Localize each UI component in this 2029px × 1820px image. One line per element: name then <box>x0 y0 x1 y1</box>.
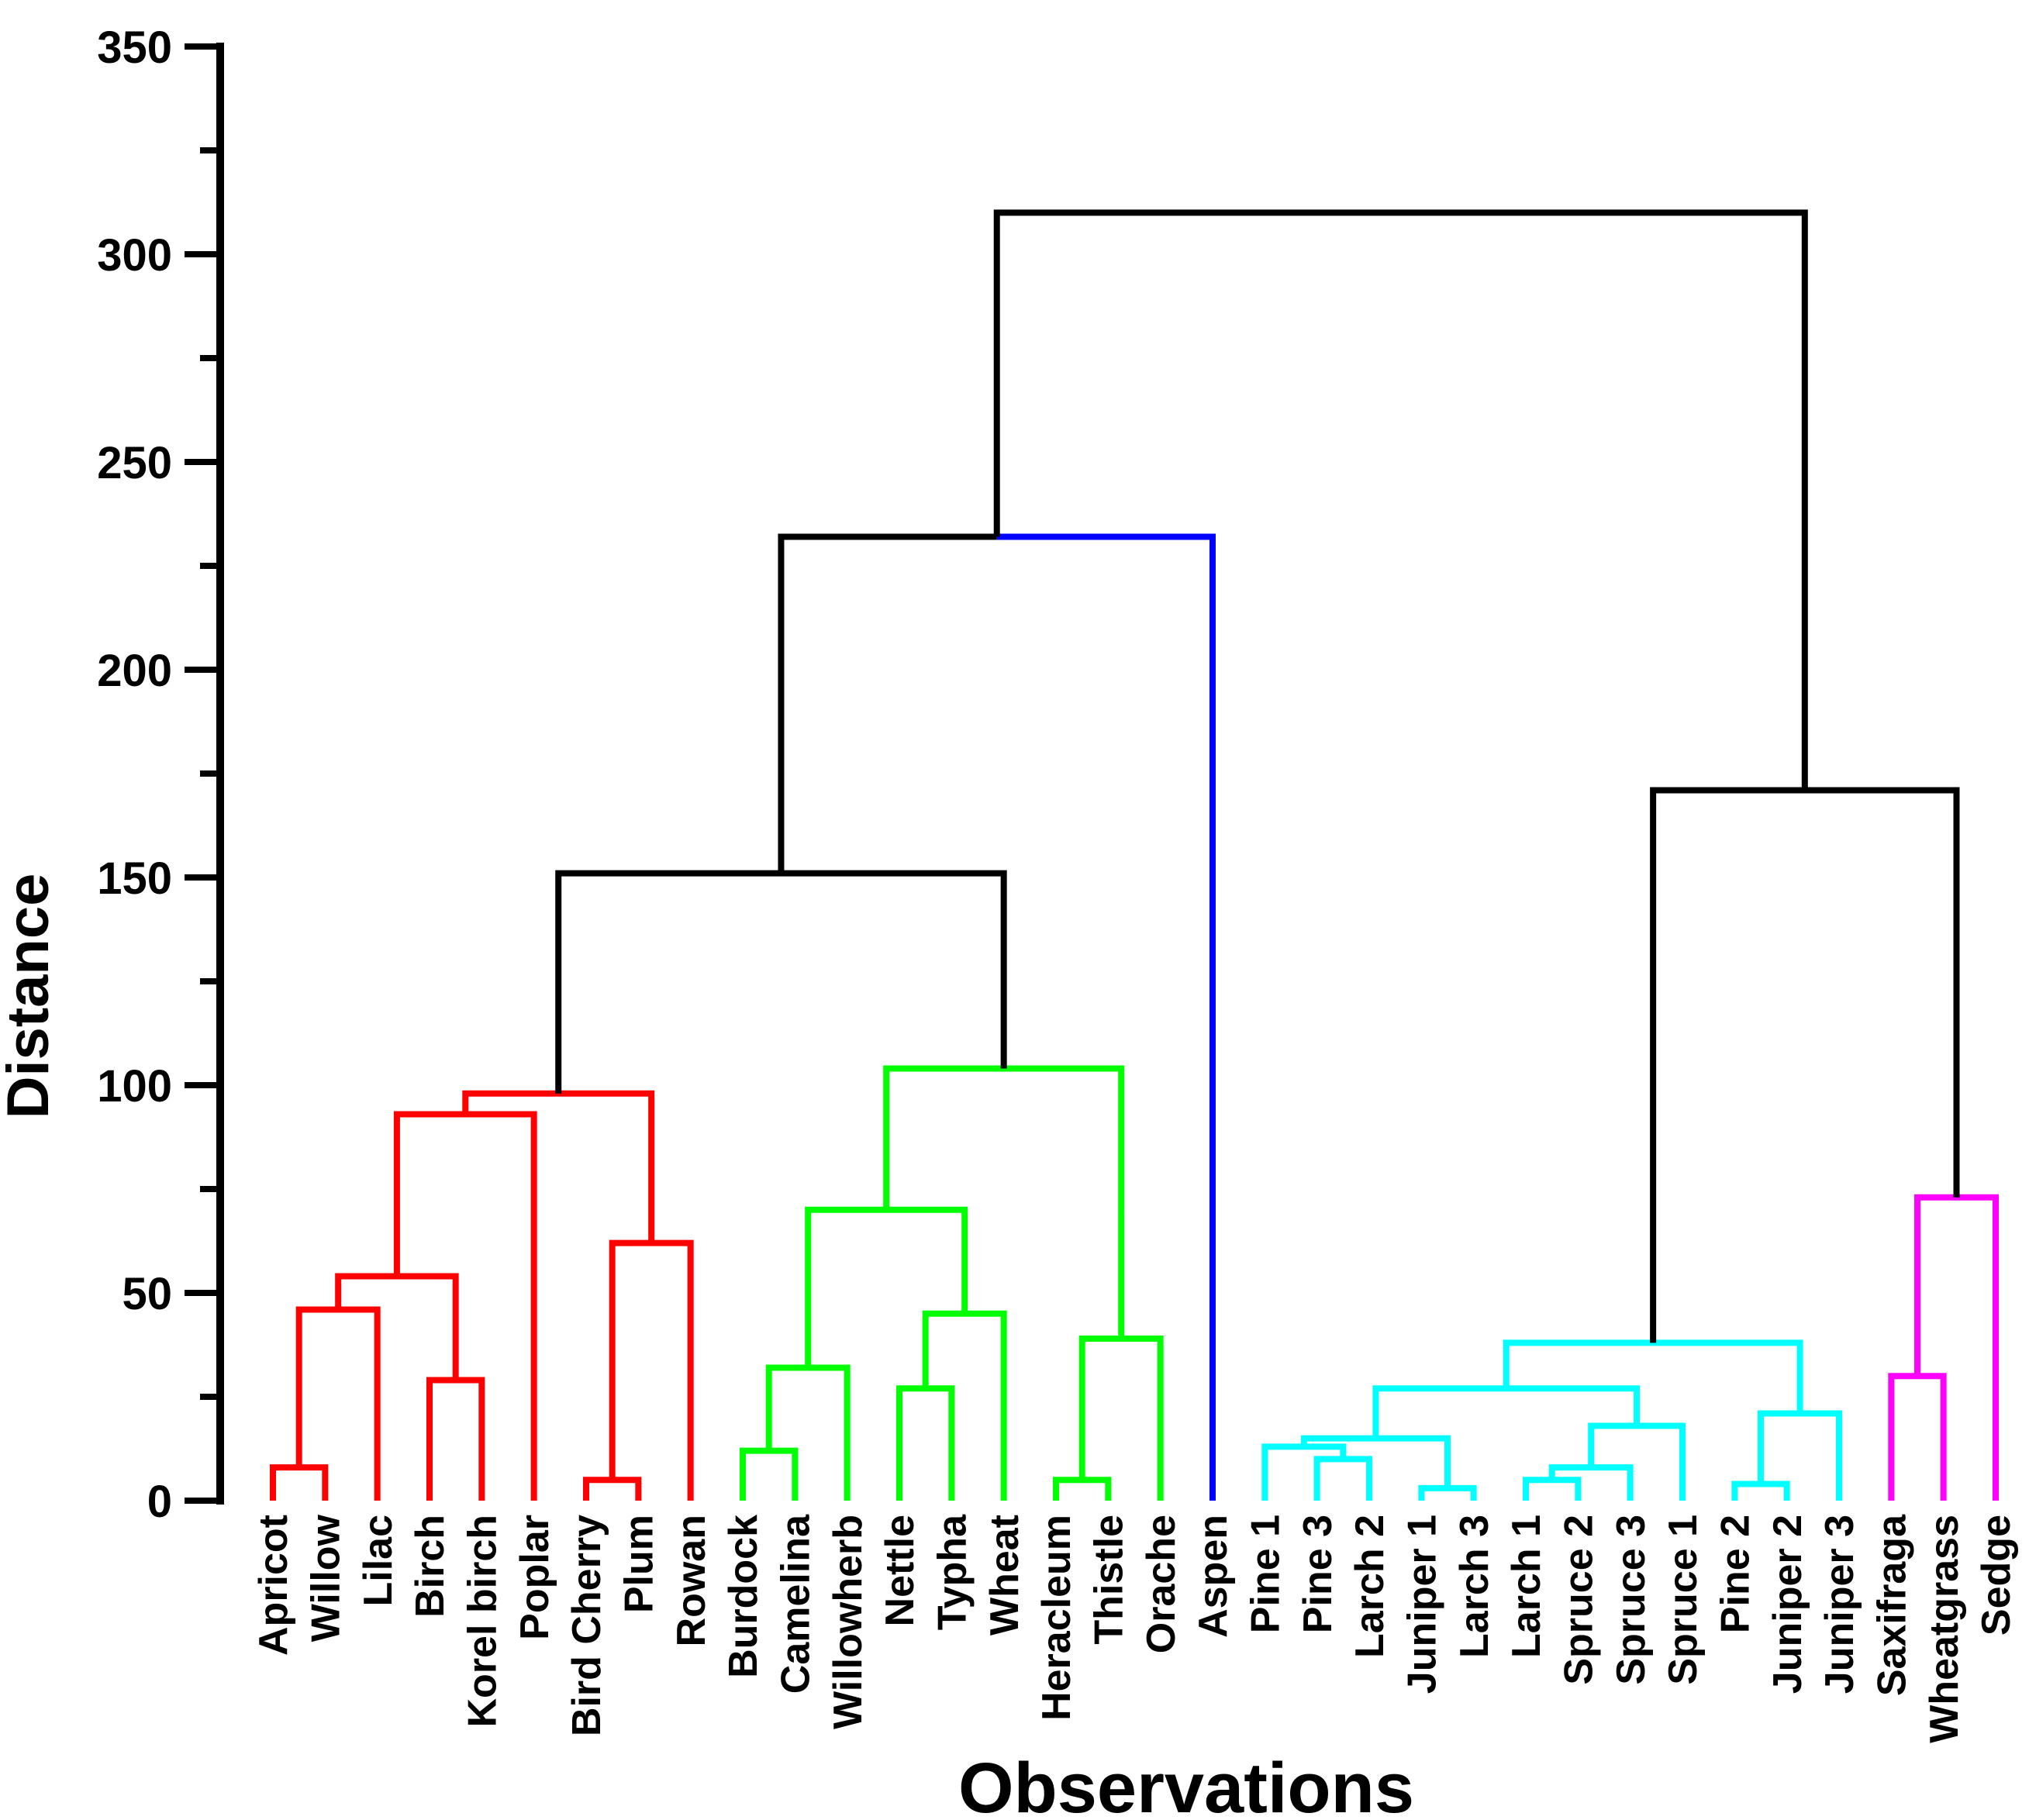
leaf-label: Pine 2 <box>1713 1515 1758 1633</box>
leaf-label: Spruce 3 <box>1609 1515 1654 1685</box>
leaf-label: Aspen <box>1191 1515 1236 1638</box>
leaf-labels: Apricot Willow Lilac Birch Korel birch Poplar… <box>251 1514 2019 1743</box>
dendrogram-link <box>1650 787 1960 1343</box>
leaf-label: Larch 2 <box>1347 1515 1392 1658</box>
leaf-label: Lilac <box>356 1515 401 1607</box>
y-axis-tick-label: 300 <box>97 230 172 281</box>
dendrogram-link <box>555 870 1007 1094</box>
dendrogram-link <box>609 1239 694 1501</box>
leaf-label: Nettle <box>878 1515 923 1626</box>
y-axis-tick-label: 200 <box>97 646 172 696</box>
leaf-label: Saxifraga <box>1870 1514 1915 1696</box>
y-axis-tick-label: 350 <box>97 22 172 73</box>
dendrogram-link <box>805 1206 968 1368</box>
dendrogram-link <box>883 1065 1125 1339</box>
leaf-label: Rowan <box>669 1515 714 1646</box>
leaf-label: Willowherb <box>826 1515 871 1729</box>
dendrogram-link <box>1731 1480 1790 1501</box>
dendrogram-link <box>1261 1443 1347 1501</box>
dendrogram-link <box>896 1385 955 1501</box>
leaf-label: Juniper 2 <box>1765 1515 1810 1694</box>
dendrogram-link <box>335 1273 459 1381</box>
dendrogram-links <box>270 209 1999 1501</box>
leaf-label: Pine 3 <box>1296 1515 1341 1633</box>
dendrogram-link <box>270 1464 329 1501</box>
dendrogram-link <box>1523 1477 1582 1501</box>
y-axis-tick-label: 100 <box>97 1061 172 1112</box>
leaf-label: Heracleum <box>1034 1515 1079 1721</box>
leaf-label: Thistle <box>1087 1515 1132 1645</box>
leaf-label: Korel birch <box>461 1515 506 1728</box>
leaf-label: Larch 1 <box>1504 1515 1549 1658</box>
leaf-label: Orache <box>1139 1515 1184 1653</box>
leaf-label: Apricot <box>251 1515 296 1656</box>
leaf-label: Juniper 3 <box>1817 1515 1862 1694</box>
dendrogram-link <box>1313 1456 1372 1501</box>
dendrogram-link <box>426 1377 485 1501</box>
leaf-label: Spruce 1 <box>1661 1515 1706 1685</box>
leaf-label: Sedge <box>1974 1515 2019 1636</box>
dendrogram-link <box>922 1310 1007 1501</box>
y-axis-tick-label: 250 <box>97 438 172 488</box>
leaf-label: Larch 3 <box>1452 1515 1497 1658</box>
dendrogram-link <box>1548 1464 1634 1501</box>
dendrogram-link <box>1078 1335 1164 1501</box>
dendrogram-link <box>583 1477 642 1501</box>
dendrogram-link <box>393 1111 537 1501</box>
leaf-label: Birch <box>408 1515 453 1618</box>
y-axis-tick-label: 0 <box>147 1477 172 1527</box>
leaf-label: Burdock <box>721 1515 766 1678</box>
dendrogram-link <box>1888 1373 1947 1501</box>
leaf-label: Plum <box>617 1515 662 1613</box>
dendrogram-link <box>1053 1477 1112 1501</box>
dendrogram-link <box>993 209 1808 791</box>
dendrogram-link <box>1588 1422 1686 1501</box>
leaf-label: Pine 1 <box>1244 1515 1289 1633</box>
y-axis-tick-label: 50 <box>122 1269 172 1319</box>
dendrogram-link <box>295 1306 381 1501</box>
leaf-label: Spruce 2 <box>1557 1515 1602 1685</box>
dendrogram-link <box>740 1447 799 1501</box>
y-axis-title: Distance <box>0 874 61 1119</box>
y-axis: 0 50 100 150 200 250 300 350 <box>97 22 224 1527</box>
dendrogram-link <box>1372 1385 1641 1439</box>
leaf-label: Wheatgrass <box>1922 1515 1967 1743</box>
leaf-label: Camelina <box>774 1514 819 1694</box>
dendrogram-link <box>1914 1194 1999 1501</box>
dendrogram-link <box>996 533 1216 1501</box>
dendrogram-link <box>1758 1410 1842 1501</box>
dendrogram-link <box>1503 1339 1803 1414</box>
dendrogram-link <box>778 533 997 874</box>
x-axis-title: Observations <box>958 1749 1414 1820</box>
leaf-label: Typha <box>930 1514 975 1630</box>
leaf-label: Willow <box>304 1514 349 1642</box>
leaf-label: Bird Cherry <box>564 1515 609 1736</box>
leaf-label: Wheat <box>982 1515 1027 1636</box>
dendrogram-link <box>765 1364 851 1501</box>
leaf-label: Poplar <box>512 1515 557 1640</box>
dendrogram-link <box>1418 1484 1477 1501</box>
leaf-label: Juniper 1 <box>1400 1515 1445 1694</box>
y-axis-tick-label: 150 <box>97 853 172 904</box>
